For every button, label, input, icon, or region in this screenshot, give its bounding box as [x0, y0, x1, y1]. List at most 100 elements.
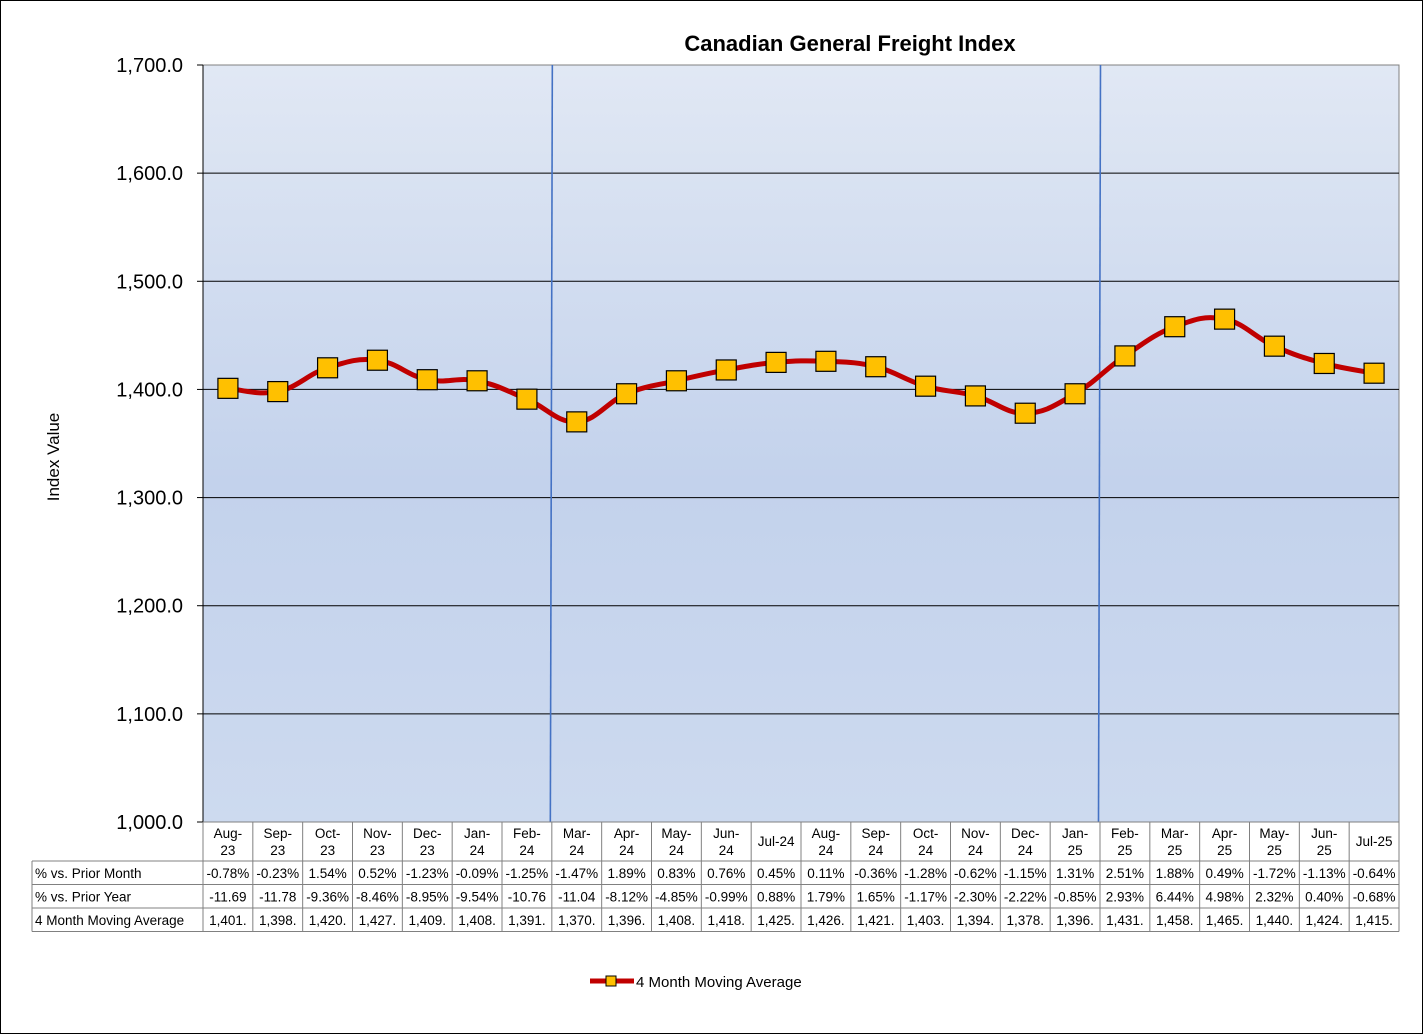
category-label-line1: Oct- [913, 826, 939, 841]
table-cell: 2.51% [1106, 866, 1144, 881]
data-point-marker [1014, 402, 1036, 424]
category-label-line2: 25 [1117, 843, 1132, 858]
category-label-line1: Mar- [563, 826, 591, 841]
table-cell: -1.15% [1004, 866, 1047, 881]
data-point-marker [1164, 316, 1186, 338]
table-cell: -0.85% [1054, 889, 1097, 904]
table-cell: 1,401. [209, 913, 247, 928]
table-cell: 1,396. [1056, 913, 1094, 928]
table-cell: 0.83% [657, 866, 695, 881]
category-label-line1: Jan- [1062, 826, 1088, 841]
table-cell: 1,409. [408, 913, 446, 928]
table-cell: 1,415. [1355, 913, 1393, 928]
category-label-line1: Sep- [861, 826, 890, 841]
y-tick-label: 1,400.0 [116, 379, 183, 401]
table-cell: 1.88% [1156, 866, 1194, 881]
category-label-line2: 23 [270, 843, 285, 858]
table-row-label: % vs. Prior Month [35, 866, 142, 881]
category-label-line1: Sep- [263, 826, 292, 841]
table-cell: -11.78 [259, 889, 296, 904]
table-cell: 1,370. [558, 913, 596, 928]
category-label-line1: Nov- [961, 826, 990, 841]
table-cell: 1,465. [1206, 913, 1244, 928]
table-cell: -0.64% [1353, 866, 1396, 881]
table-cell: 1,424. [1305, 913, 1343, 928]
data-point-marker [964, 385, 987, 407]
category-label-line1: Feb- [513, 826, 541, 841]
table-cell: 1,391. [508, 913, 546, 928]
category-label-line1: May- [661, 826, 691, 841]
table-cell: -4.85% [655, 889, 698, 904]
category-label-line2: 24 [818, 843, 834, 858]
table-cell: 1,420. [309, 913, 347, 928]
table-cell: 0.76% [707, 866, 745, 881]
table-cell: -0.68% [1353, 889, 1396, 904]
y-tick-label: 1,700.0 [116, 55, 183, 77]
data-point-marker [1363, 362, 1385, 384]
chart-title: Canadian General Freight Index [684, 31, 1016, 56]
y-axis-label: Index Value [44, 413, 63, 502]
data-point-marker [217, 377, 239, 399]
table-cell: -0.36% [854, 866, 897, 881]
table-cell: 4.98% [1205, 889, 1243, 904]
y-tick-label: 1,000.0 [116, 812, 183, 834]
category-label-line1: Mar- [1161, 826, 1189, 841]
table-row-label: % vs. Prior Year [35, 889, 132, 904]
table-cell: -2.22% [1004, 889, 1047, 904]
table-cell: -1.13% [1303, 866, 1346, 881]
table-cell: -1.23% [406, 866, 449, 881]
table-cell: 0.40% [1305, 889, 1343, 904]
table-cell: -0.78% [207, 866, 250, 881]
category-label-line1: Jan- [464, 826, 490, 841]
table-cell: -8.12% [605, 889, 648, 904]
table-cell: 1,418. [707, 913, 745, 928]
category-label-line2: 25 [1317, 843, 1332, 858]
data-point-marker [566, 411, 588, 433]
table-cell: 1.54% [308, 866, 346, 881]
category-label: Jul-24 [758, 834, 795, 849]
data-point-marker [516, 388, 538, 410]
data-point-marker [1114, 345, 1136, 367]
table-cell: 1.31% [1056, 866, 1094, 881]
category-label-line1: Nov- [363, 826, 392, 841]
y-tick-label: 1,200.0 [116, 596, 183, 618]
table-cell: 1.79% [807, 889, 845, 904]
data-point-marker [914, 375, 937, 397]
data-point-marker [815, 350, 837, 372]
table-cell: -0.09% [456, 866, 499, 881]
data-point-marker [316, 357, 339, 379]
data-point-marker [665, 370, 688, 392]
category-label-line1: Apr- [614, 826, 640, 841]
table-cell: -2.30% [954, 889, 997, 904]
table-cell: -9.54% [456, 889, 499, 904]
table-cell: -1.25% [506, 866, 549, 881]
table-cell: -1.28% [904, 866, 947, 881]
y-tick-label: 1,300.0 [116, 488, 183, 510]
legend-label: 4 Month Moving Average [636, 974, 802, 991]
table-cell: -11.69 [209, 889, 246, 904]
table-cell: 1,458. [1156, 913, 1194, 928]
category-label-line2: 25 [1167, 843, 1182, 858]
data-point-marker [1263, 335, 1286, 357]
table-cell: 1,440. [1256, 913, 1294, 928]
category-label-line1: Aug- [812, 826, 841, 841]
table-cell: -8.46% [356, 889, 399, 904]
category-label-line1: Apr- [1212, 826, 1238, 841]
category-label-line2: 23 [370, 843, 385, 858]
data-point-marker [416, 369, 438, 391]
category-label-line1: Aug- [214, 826, 243, 841]
table-cell: 1,394. [957, 913, 995, 928]
y-tick-label: 1,500.0 [116, 271, 183, 293]
table-cell: 0.49% [1205, 866, 1243, 881]
table-cell: -1.72% [1253, 866, 1296, 881]
table-cell: 1,396. [608, 913, 646, 928]
category-label-line2: 25 [1068, 843, 1083, 858]
table-cell: -1.47% [555, 866, 598, 881]
table-cell: -0.23% [256, 866, 299, 881]
category-label-line2: 24 [968, 843, 984, 858]
table-cell: -8.95% [406, 889, 449, 904]
plot-area [202, 64, 1400, 823]
y-tick-label: 1,100.0 [116, 704, 183, 726]
category-label-line2: 25 [1217, 843, 1232, 858]
